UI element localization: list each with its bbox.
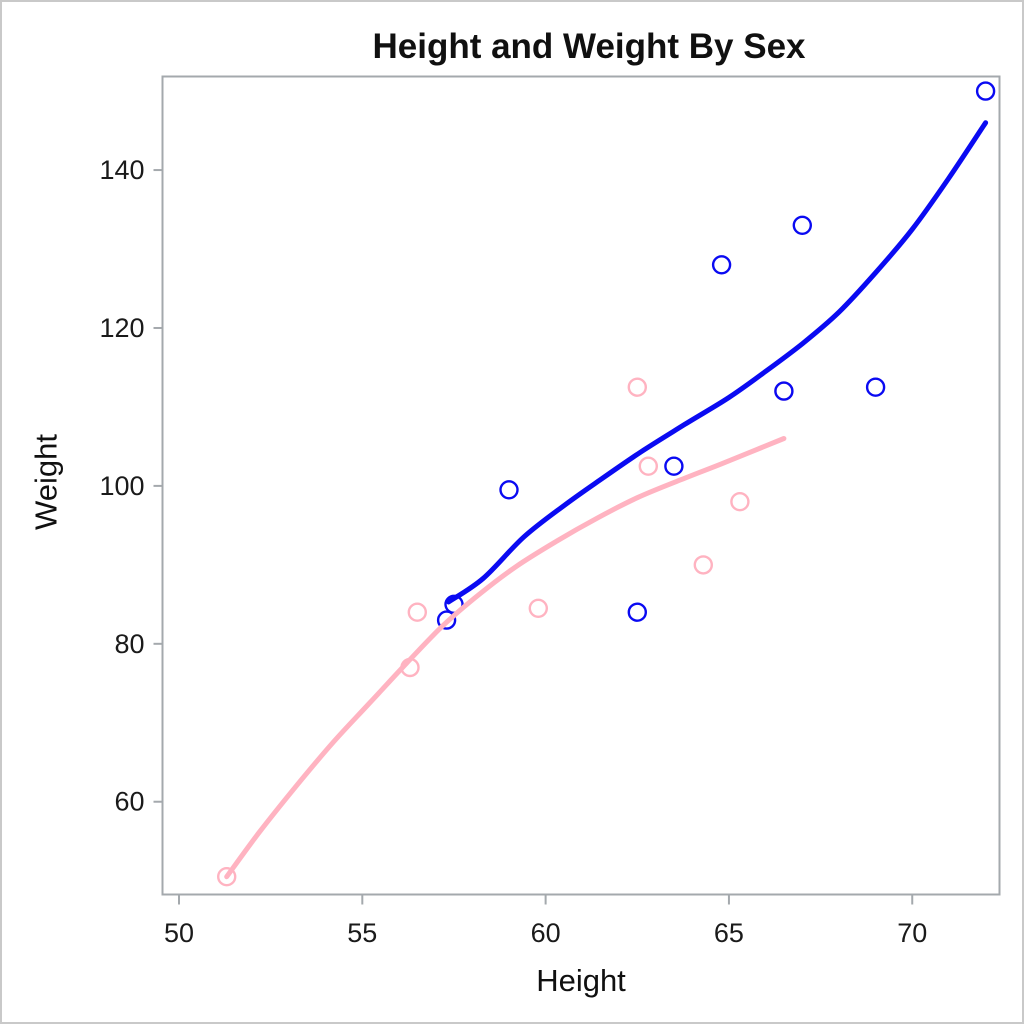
scatter-point-F: [407, 602, 427, 622]
chart-title: Height and Weight By Sex: [372, 27, 806, 66]
scatter-point-M: [627, 602, 647, 622]
scatter-point-F: [528, 598, 548, 618]
scatter-point-M: [436, 610, 457, 630]
scatter-point-F: [627, 377, 647, 397]
x-tick-label: 60: [531, 918, 561, 948]
x-axis-label: Height: [536, 963, 626, 998]
y-tick-label: 80: [114, 629, 144, 659]
y-tick-label: 140: [99, 155, 144, 185]
scatter-point-F: [730, 492, 750, 512]
scatter-point-F: [216, 867, 237, 887]
x-tick-label: 55: [347, 918, 377, 948]
scatter-point-M: [865, 377, 886, 397]
scatter-point-F: [693, 555, 713, 575]
scatter-point-M: [711, 255, 732, 275]
scatter-point-M: [774, 381, 794, 401]
y-tick-label: 120: [99, 313, 144, 343]
x-tick-label: 50: [164, 918, 194, 948]
fit-curve-F: [224, 436, 787, 880]
x-tick-label: 65: [714, 918, 744, 948]
scatter-point-M: [664, 456, 684, 476]
fit-curve-M: [446, 120, 989, 605]
plot-frame: [161, 75, 1001, 896]
y-tick-label: 100: [99, 471, 144, 501]
scatter-point-M: [975, 81, 996, 101]
scatter-point-M: [792, 215, 812, 236]
scatter-point-F: [638, 456, 658, 476]
scatter-point-M: [499, 480, 519, 500]
y-axis-label: Weight: [28, 434, 64, 530]
y-tick-label: 60: [114, 787, 144, 817]
x-tick-label: 70: [897, 918, 927, 948]
